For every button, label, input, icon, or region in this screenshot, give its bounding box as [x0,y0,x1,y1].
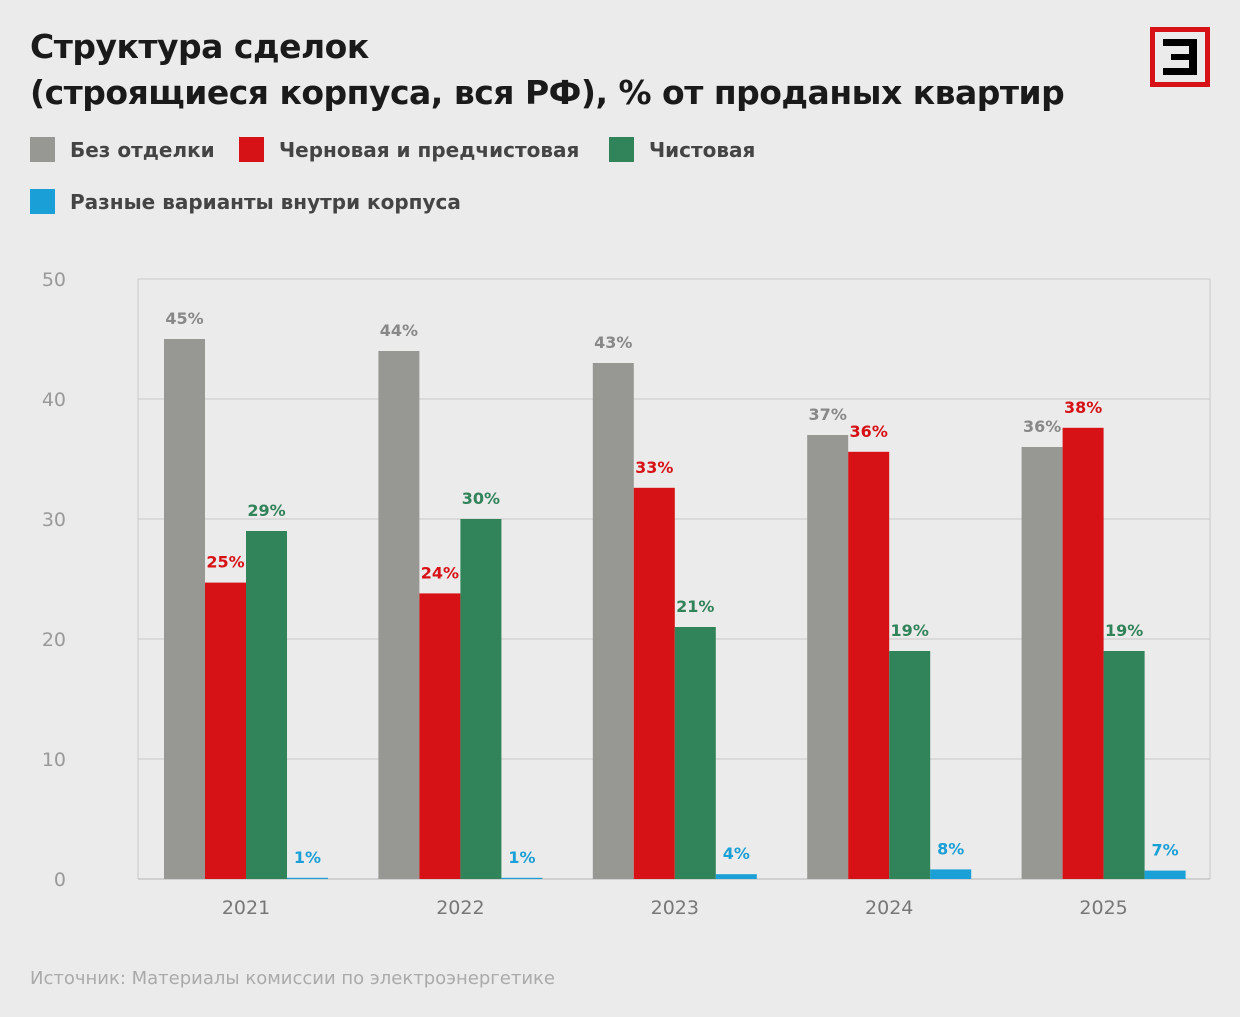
bar [1062,427,1104,879]
data-label: 29% [247,501,285,520]
bar-chart: 0 10 20 30 40 50 45% 25% 29% 1% 2021 44% 24% 30% 1% 202… [42,269,1211,919]
legend-item-3: Разные варианты внутри корпуса [30,189,461,214]
y-tick-label: 20 [42,629,66,651]
legend-item-0: Без отделки [30,137,215,162]
data-label: 19% [1105,621,1143,640]
bar [592,363,634,879]
data-label: 1% [508,848,535,867]
bar [633,487,675,879]
x-tick-label: 2025 [1079,897,1127,919]
legend-swatch [30,137,55,162]
bar [460,519,502,879]
legend-swatch [609,137,634,162]
bar [1021,447,1063,879]
title-line-1: Структура сделок [30,27,369,66]
legend-swatch [239,137,264,162]
y-tick-label: 50 [42,269,66,291]
chart-title: Структура сделок (строящиеся корпуса, вс… [30,24,1065,116]
data-label: 1% [294,848,321,867]
x-tick-label: 2024 [865,897,913,919]
data-label: 24% [421,563,459,582]
data-label: 33% [635,458,673,477]
data-label: 36% [1023,417,1061,436]
data-label: 4% [723,844,750,863]
data-label: 25% [206,553,244,572]
data-label: 7% [1152,841,1179,860]
bar [715,874,757,879]
data-label: 37% [809,405,847,424]
x-tick-label: 2021 [222,897,270,919]
source-note: Источник: Материалы комиссии по электроэ… [30,968,555,989]
bar [930,869,972,879]
legend-swatch [30,189,55,214]
bar [378,351,420,879]
y-tick-label: 30 [42,509,66,531]
legend-label: Разные варианты внутри корпуса [70,189,461,214]
legend-label: Черновая и предчистовая [279,137,580,162]
bar [889,651,931,879]
data-label: 43% [594,333,632,352]
bar [674,627,716,879]
bar [164,339,205,879]
data-label: 8% [937,839,964,858]
legend-label: Без отделки [70,137,215,162]
x-tick-label: 2023 [651,897,699,919]
bar [501,877,543,879]
data-label: 38% [1064,398,1102,417]
legend-item-1: Черновая и предчистовая [239,137,579,162]
bar [246,531,287,879]
bar [807,435,849,879]
x-tick-label: 2022 [436,897,484,919]
legend-label: Чистовая [649,137,756,162]
data-label: 21% [676,597,714,616]
bar [1144,870,1186,879]
title-line-2: (строящиеся корпуса, вся РФ), % от прода… [30,73,1065,112]
bar [848,451,890,879]
data-label: 19% [891,621,929,640]
legend-item-2: Чистовая [609,137,755,162]
bar [287,877,328,879]
bar [205,582,246,879]
y-tick-label: 40 [42,389,66,411]
y-tick-label: 0 [54,869,66,891]
bar [1103,651,1145,879]
y-tick-label: 10 [42,749,66,771]
data-label: 30% [462,489,500,508]
data-label: 44% [380,321,418,340]
data-label: 36% [850,422,888,441]
logo [1150,27,1210,87]
bar [419,593,461,879]
data-label: 45% [165,309,203,328]
